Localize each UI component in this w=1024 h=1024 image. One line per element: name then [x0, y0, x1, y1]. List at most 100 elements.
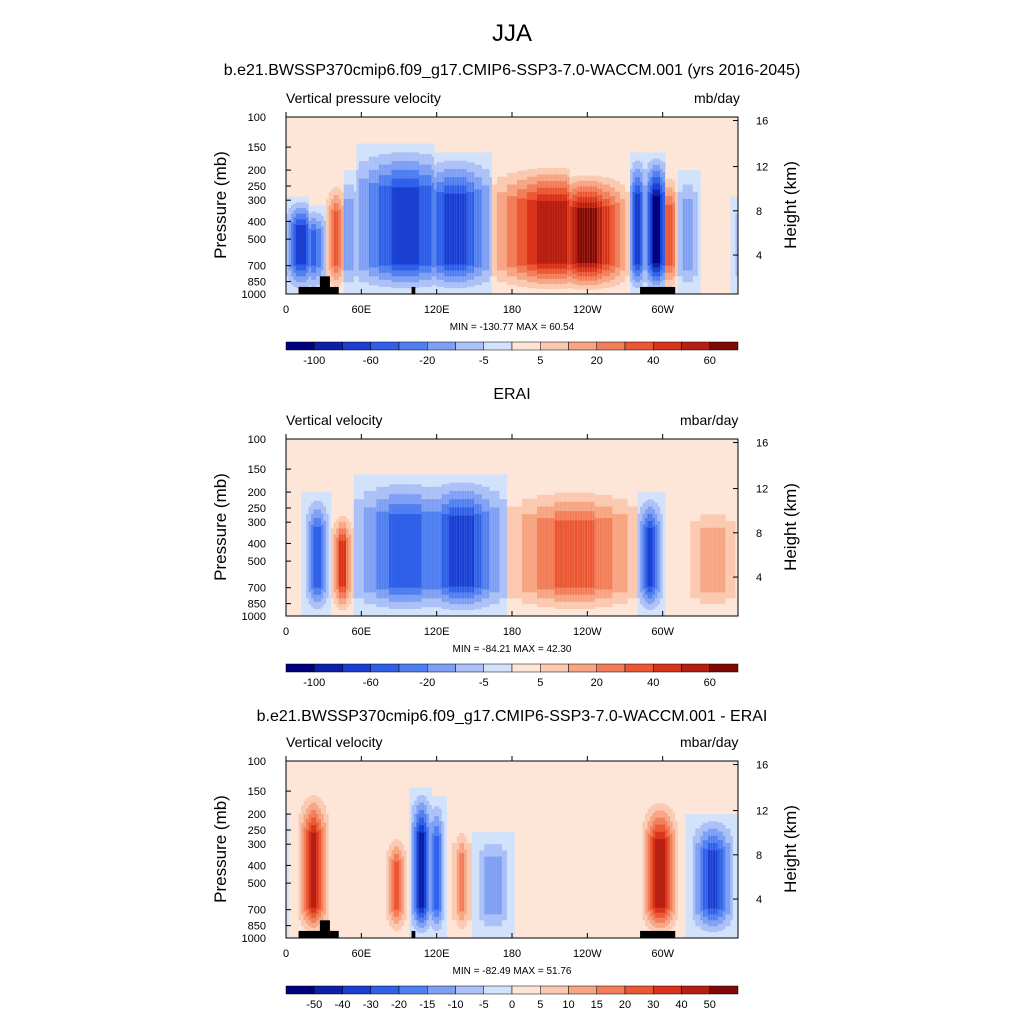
panel-1-cell	[542, 201, 545, 264]
panel-1-cell	[303, 225, 307, 265]
panel-2-cell	[388, 514, 392, 588]
panel-3-colorbar-label: 5	[537, 999, 543, 1011]
panel-3-colorbar-label: -5	[479, 999, 489, 1011]
panel-1-ytick-right-label: 16	[756, 116, 768, 128]
panel-3-xtick-label: 60W	[651, 948, 674, 960]
panel-3-cell	[318, 829, 322, 910]
panel-3-cell	[645, 829, 648, 915]
panel-3-colorbar-label: -10	[448, 999, 464, 1011]
panel-1-cell	[346, 199, 350, 271]
panel-2-ytick-label: 400	[248, 538, 266, 550]
panel-1-ytick-label: 1000	[242, 289, 266, 301]
panel-3-cell	[466, 843, 470, 921]
panel-2-cell	[393, 514, 397, 588]
panel-1-cell	[627, 191, 631, 277]
panel-1-cell	[286, 213, 289, 277]
panel-1-cell	[547, 201, 550, 264]
panel-1-cell	[652, 195, 656, 264]
panel-1-cell	[484, 185, 488, 271]
panel-1-cell	[562, 201, 566, 264]
panel-2-cell	[376, 511, 380, 590]
panel-1-cell	[399, 187, 402, 265]
panel-1-ytick-label: 700	[248, 261, 266, 273]
panel-1-cell	[549, 201, 553, 264]
panel-3-colorbar-box	[285, 985, 315, 995]
panel-2-cell	[722, 527, 726, 593]
panel-2-minmax: MIN = -84.21 MAX = 42.30	[452, 644, 572, 655]
panel-2-cell	[348, 534, 352, 593]
panel-1-colorbar-label: -100	[303, 355, 325, 367]
panel-3-cell	[687, 814, 691, 938]
panel-1-cell	[308, 228, 312, 268]
panel-3-colorbar-label: 40	[675, 999, 687, 1011]
panel-3-cell	[692, 835, 696, 921]
panel-3-colorbar-label: 50	[704, 999, 716, 1011]
panel-3-topography	[640, 930, 676, 938]
panel-2-cell	[617, 514, 621, 593]
panel-2-cell	[391, 514, 395, 588]
panel-1-cell	[735, 213, 739, 277]
panel-1-cell	[333, 211, 337, 266]
panel-2-cell	[685, 500, 689, 616]
panel-3-cell	[301, 822, 304, 915]
panel-3-cell	[642, 821, 646, 921]
panel-1-cell	[529, 199, 533, 265]
panel-2-cell	[343, 540, 347, 587]
panel-2-ytick-right-label: 16	[756, 438, 768, 450]
panel-2-cell	[514, 506, 518, 599]
panel-1-colorbar-label: -20	[419, 355, 435, 367]
panel-3-cell	[331, 787, 335, 938]
panel-2-cell	[524, 514, 528, 593]
panel-2-ytick-label: 700	[248, 583, 266, 595]
panel-2-cell	[717, 527, 721, 593]
panel-2-cell	[444, 514, 448, 588]
panel-2-cell	[321, 524, 324, 590]
panel-1-cell	[662, 192, 666, 266]
panel-2-cell	[506, 506, 510, 599]
panel-3-cell	[296, 787, 299, 938]
panel-1-topography	[298, 286, 339, 294]
panel-2-cell	[559, 520, 563, 588]
panel-3-colorbar-label: -15	[419, 999, 435, 1011]
panel-3-ytick-label: 200	[248, 809, 266, 821]
panel-3-colorbar-label: 20	[619, 999, 631, 1011]
panel-2-cell	[529, 514, 533, 593]
panel-2-cell	[622, 514, 626, 593]
panel-2-cell	[311, 524, 314, 590]
panel-2-cell	[640, 521, 643, 593]
panel-1-cell	[582, 208, 586, 264]
panel-1-cell	[296, 225, 299, 265]
panel-3-cell	[675, 821, 679, 921]
panel-2-colorbar-box	[681, 663, 710, 673]
panel-2-colorbar-box	[511, 663, 541, 673]
panel-3-cell	[476, 831, 480, 938]
panel-2-cell	[479, 514, 483, 588]
panel-1-xtick-label: 0	[283, 304, 289, 316]
panel-2-cell	[481, 511, 485, 590]
panel-2-cell	[697, 521, 701, 599]
panel-1-cell	[313, 230, 317, 266]
panel-2-colorbar-label: -5	[479, 677, 489, 689]
panel-3-cell	[735, 814, 739, 938]
panel-1-cell	[298, 225, 302, 265]
panel-1-cell	[614, 202, 618, 268]
panel-2-cell	[587, 520, 591, 588]
panel-2-xtick-label: 120E	[424, 626, 450, 638]
panel-2-colorbar-box	[370, 663, 400, 673]
panel-2-cell	[732, 521, 736, 599]
panel-1-xtick-label: 120W	[573, 304, 602, 316]
panel-1-cell	[680, 191, 684, 277]
panel-2-cell	[371, 507, 375, 593]
panel-1-cell	[517, 198, 520, 266]
panel-1-cell	[323, 220, 327, 277]
panel-3-cell	[484, 856, 488, 915]
panel-2-cell	[584, 520, 588, 588]
panel-2-cell	[650, 528, 653, 587]
panel-3-cell	[680, 796, 684, 938]
panel-2-colorbar-label: 20	[591, 677, 603, 689]
panel-1-cell	[426, 185, 430, 266]
panel-1-colorbar-box	[314, 341, 343, 351]
panel-1-cell	[499, 192, 503, 271]
panel-1-cell	[617, 202, 621, 268]
panel-3-cell	[306, 829, 309, 910]
